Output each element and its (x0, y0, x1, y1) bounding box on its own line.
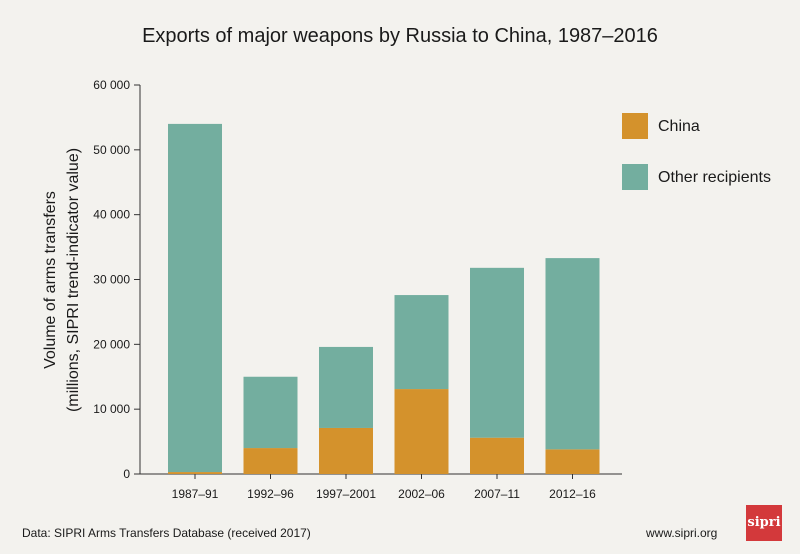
y-tick-label: 30 000 (93, 273, 130, 287)
y-tick-label: 20 000 (93, 337, 130, 351)
y-tick-label: 60 000 (93, 78, 130, 92)
x-tick-label: 2002–06 (398, 487, 445, 501)
bars (168, 123, 600, 474)
legend: China Other recipients (622, 113, 771, 190)
y-tick-label: 0 (123, 467, 130, 481)
x-tick-label: 1987–91 (172, 487, 219, 501)
bar-other-recipients (470, 267, 524, 438)
x-axis: 1987–91 1992–96 1997–2001 2002–06 2007–11 201… (140, 473, 622, 501)
bar-china (545, 449, 600, 474)
y-tick-label: 10 000 (93, 402, 130, 416)
bar-other-recipients (243, 376, 298, 449)
bar-china (470, 437, 524, 474)
legend-swatch (622, 164, 648, 190)
bar-other-recipients (545, 258, 600, 450)
sipri-logo: sipri (746, 505, 782, 541)
bar-china (168, 472, 222, 474)
bar-other-recipients (168, 123, 222, 473)
y-tick-label: 50 000 (93, 143, 130, 157)
legend-label: China (658, 118, 700, 135)
y-axis: 0 10 000 20 000 30 000 40 000 50 000 60 000 (93, 78, 141, 481)
bar-china (319, 427, 373, 474)
chart-title: Exports of major weapons by Russia to Ch… (142, 25, 658, 47)
bar-other-recipients (394, 295, 449, 390)
bar-china (243, 448, 298, 474)
y-axis-label-line2: (millions, SIPRI trend-indicator value) (65, 148, 82, 412)
x-tick-label: 1997–2001 (316, 487, 376, 501)
legend-swatch (622, 113, 648, 139)
x-tick-label: 2012–16 (549, 487, 596, 501)
bar-china (394, 389, 449, 474)
y-tick-label: 40 000 (93, 208, 130, 222)
bar-other-recipients (319, 346, 373, 428)
website-link[interactable]: www.sipri.org (646, 526, 718, 540)
x-tick-label: 2007–11 (474, 487, 520, 501)
legend-label: Other recipients (658, 169, 771, 186)
data-source-note: Data: SIPRI Arms Transfers Database (rec… (22, 526, 311, 540)
x-tick-label: 1992–96 (247, 487, 294, 501)
y-axis-label-line1: Volume of arms transfers (42, 191, 59, 369)
